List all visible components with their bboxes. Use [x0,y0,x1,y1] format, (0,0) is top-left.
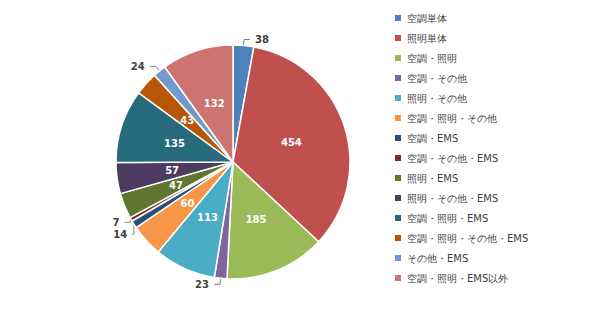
svg-text:185: 185 [246,214,267,225]
svg-text:照明単体: 照明単体 [407,33,447,44]
svg-text:空調・照明・その他・EMS: 空調・照明・その他・EMS [407,233,528,244]
svg-text:照明・EMS: 照明・EMS [407,173,458,184]
svg-text:照明・その他: 照明・その他 [407,93,467,104]
svg-text:空調・照明: 空調・照明 [407,53,457,64]
svg-text:57: 57 [165,165,179,176]
svg-text:その他・EMS: その他・EMS [407,253,468,264]
svg-text:132: 132 [204,98,225,109]
svg-text:7: 7 [113,217,120,228]
svg-text:空調・その他・EMS: 空調・その他・EMS [407,153,498,164]
svg-text:24: 24 [131,61,145,72]
svg-text:空調・EMS: 空調・EMS [407,133,458,144]
svg-text:38: 38 [255,34,269,45]
svg-text:空調・その他: 空調・その他 [407,73,467,84]
svg-text:113: 113 [197,212,218,223]
svg-text:43: 43 [180,115,194,126]
svg-text:23: 23 [195,279,209,290]
svg-text:空調単体: 空調単体 [407,13,447,24]
svg-text:47: 47 [169,180,183,191]
svg-text:14: 14 [113,229,127,240]
svg-text:空調・照明・EMS: 空調・照明・EMS [407,213,488,224]
svg-text:454: 454 [281,137,302,148]
svg-text:照明・その他・EMS: 照明・その他・EMS [407,193,498,204]
svg-text:60: 60 [180,198,194,209]
svg-text:135: 135 [164,138,185,149]
svg-text:空調・照明・EMS以外: 空調・照明・EMS以外 [407,273,508,284]
svg-text:空調・照明・その他: 空調・照明・その他 [407,113,497,124]
